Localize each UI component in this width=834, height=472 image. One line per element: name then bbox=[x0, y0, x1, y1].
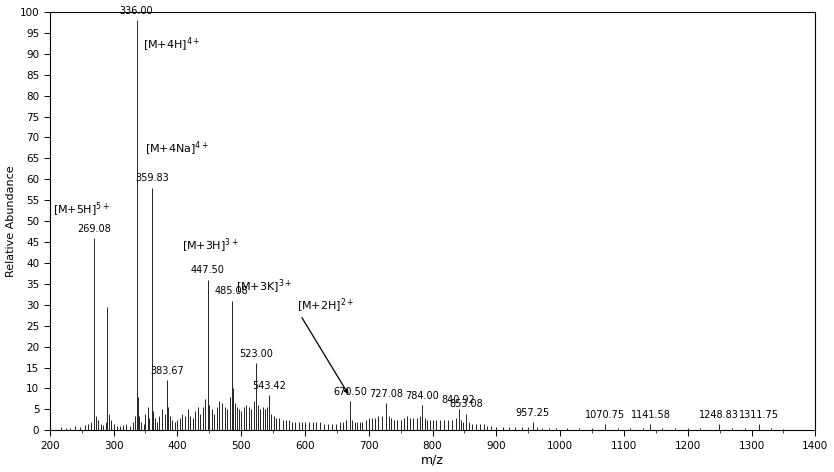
Text: 853.08: 853.08 bbox=[450, 399, 483, 409]
Text: 523.00: 523.00 bbox=[239, 349, 273, 359]
Text: 447.50: 447.50 bbox=[191, 265, 224, 276]
Text: 1141.58: 1141.58 bbox=[631, 410, 671, 420]
Text: [M+4Na]$^{4+}$: [M+4Na]$^{4+}$ bbox=[145, 140, 209, 158]
Text: 1070.75: 1070.75 bbox=[585, 410, 626, 420]
Text: 543.42: 543.42 bbox=[252, 380, 286, 390]
Text: 1248.83: 1248.83 bbox=[699, 410, 739, 420]
Text: [M+3K]$^{3+}$: [M+3K]$^{3+}$ bbox=[236, 278, 292, 296]
Text: [M+4H]$^{4+}$: [M+4H]$^{4+}$ bbox=[143, 35, 200, 54]
Text: 383.67: 383.67 bbox=[150, 366, 183, 376]
X-axis label: m/z: m/z bbox=[421, 454, 444, 466]
Text: [M+3H]$^{3+}$: [M+3H]$^{3+}$ bbox=[183, 236, 239, 254]
Text: 269.08: 269.08 bbox=[77, 224, 111, 234]
Text: 957.25: 957.25 bbox=[515, 408, 550, 418]
Text: 336.00: 336.00 bbox=[120, 6, 153, 16]
Text: 727.08: 727.08 bbox=[369, 389, 403, 399]
Y-axis label: Relative Abundance: Relative Abundance bbox=[6, 165, 16, 277]
Text: 670.50: 670.50 bbox=[333, 387, 367, 397]
Text: 359.83: 359.83 bbox=[135, 173, 168, 184]
Text: 485.08: 485.08 bbox=[215, 287, 249, 296]
Text: 1311.75: 1311.75 bbox=[739, 410, 779, 420]
Text: [M+2H]$^{2+}$: [M+2H]$^{2+}$ bbox=[297, 297, 354, 315]
Text: 840.92: 840.92 bbox=[442, 395, 475, 405]
Text: [M+5H]$^{5+}$: [M+5H]$^{5+}$ bbox=[53, 201, 110, 219]
Text: 784.00: 784.00 bbox=[405, 391, 440, 401]
